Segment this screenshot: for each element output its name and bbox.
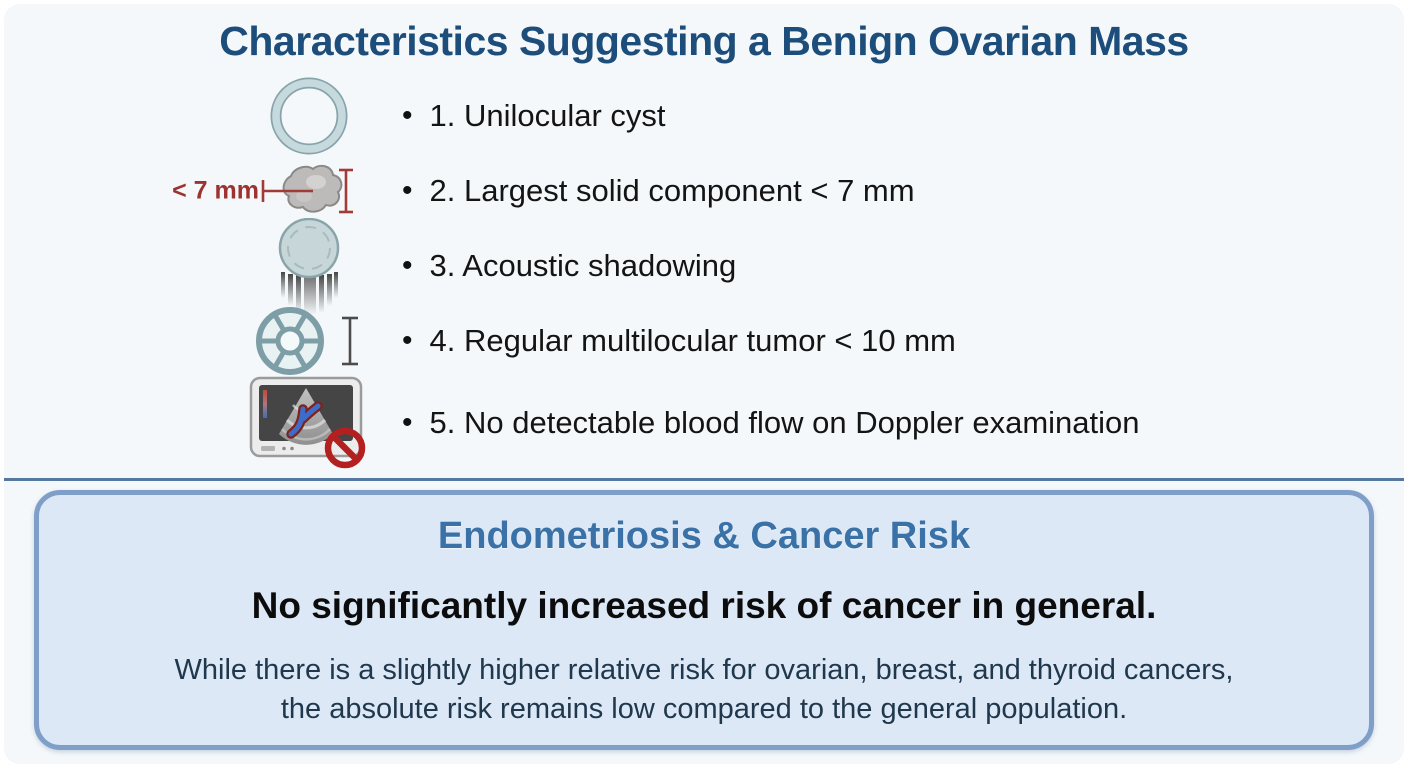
- list-item-text: • 4. Regular multilocular tumor < 10 mm: [402, 323, 956, 359]
- list-item: • 4. Regular multilocular tumor < 10 mm: [4, 303, 1404, 378]
- doppler-monitor-icon: [249, 376, 369, 470]
- bullet-dot: •: [402, 406, 413, 439]
- list-item: < 7 mm • 2. Largest soli: [4, 153, 1404, 228]
- list-item-text: • 1. Unilocular cyst: [402, 98, 666, 134]
- list-item: • 5. No detectable blood flow on Doppler…: [4, 376, 1404, 470]
- endometriosis-risk-panel: Endometriosis & Cancer Risk No significa…: [34, 490, 1374, 750]
- list-item-label: 3. Acoustic shadowing: [429, 247, 737, 283]
- list-item-text: • 2. Largest solid component < 7 mm: [402, 173, 915, 209]
- bullet-dot: •: [402, 98, 413, 132]
- multilocular-tumor-icon: [253, 304, 365, 378]
- unilocular-cyst-icon: [270, 77, 348, 155]
- solid-component-icon: [214, 158, 404, 224]
- panel-statement: No significantly increased risk of cance…: [251, 585, 1157, 626]
- bullet-dot: •: [402, 248, 413, 282]
- benign-characteristics-list: • 1. Unilocular cyst < 7 mm: [4, 77, 1404, 470]
- acoustic-shadowing-icon: [268, 217, 350, 314]
- list-item: • 3. Acoustic shadowing: [4, 217, 1404, 314]
- list-item-text: • 5. No detectable blood flow on Doppler…: [402, 405, 1140, 441]
- measurement-label: < 7 mm: [172, 176, 259, 204]
- list-item: • 1. Unilocular cyst: [4, 77, 1404, 155]
- list-item-label: 5. No detectable blood flow on Doppler e…: [429, 405, 1140, 440]
- bullet-dot: •: [402, 173, 413, 207]
- page-title: Characteristics Suggesting a Benign Ovar…: [219, 18, 1189, 64]
- bullet-dot: •: [402, 323, 413, 357]
- section-divider: [4, 478, 1404, 481]
- list-item-label: 2. Largest solid component < 7 mm: [429, 172, 915, 208]
- list-item-label: 4. Regular multilocular tumor < 10 mm: [429, 322, 956, 358]
- infographic-card: Characteristics Suggesting a Benign Ovar…: [4, 4, 1404, 764]
- no-symbol-icon: [324, 427, 366, 469]
- panel-detail-line2: the absolute risk remains low compared t…: [280, 693, 1128, 725]
- list-item-label: 1. Unilocular cyst: [429, 97, 666, 133]
- list-item-text: • 3. Acoustic shadowing: [402, 248, 736, 284]
- panel-heading: Endometriosis & Cancer Risk: [437, 515, 971, 557]
- panel-detail-line1: While there is a slightly higher relativ…: [174, 654, 1234, 686]
